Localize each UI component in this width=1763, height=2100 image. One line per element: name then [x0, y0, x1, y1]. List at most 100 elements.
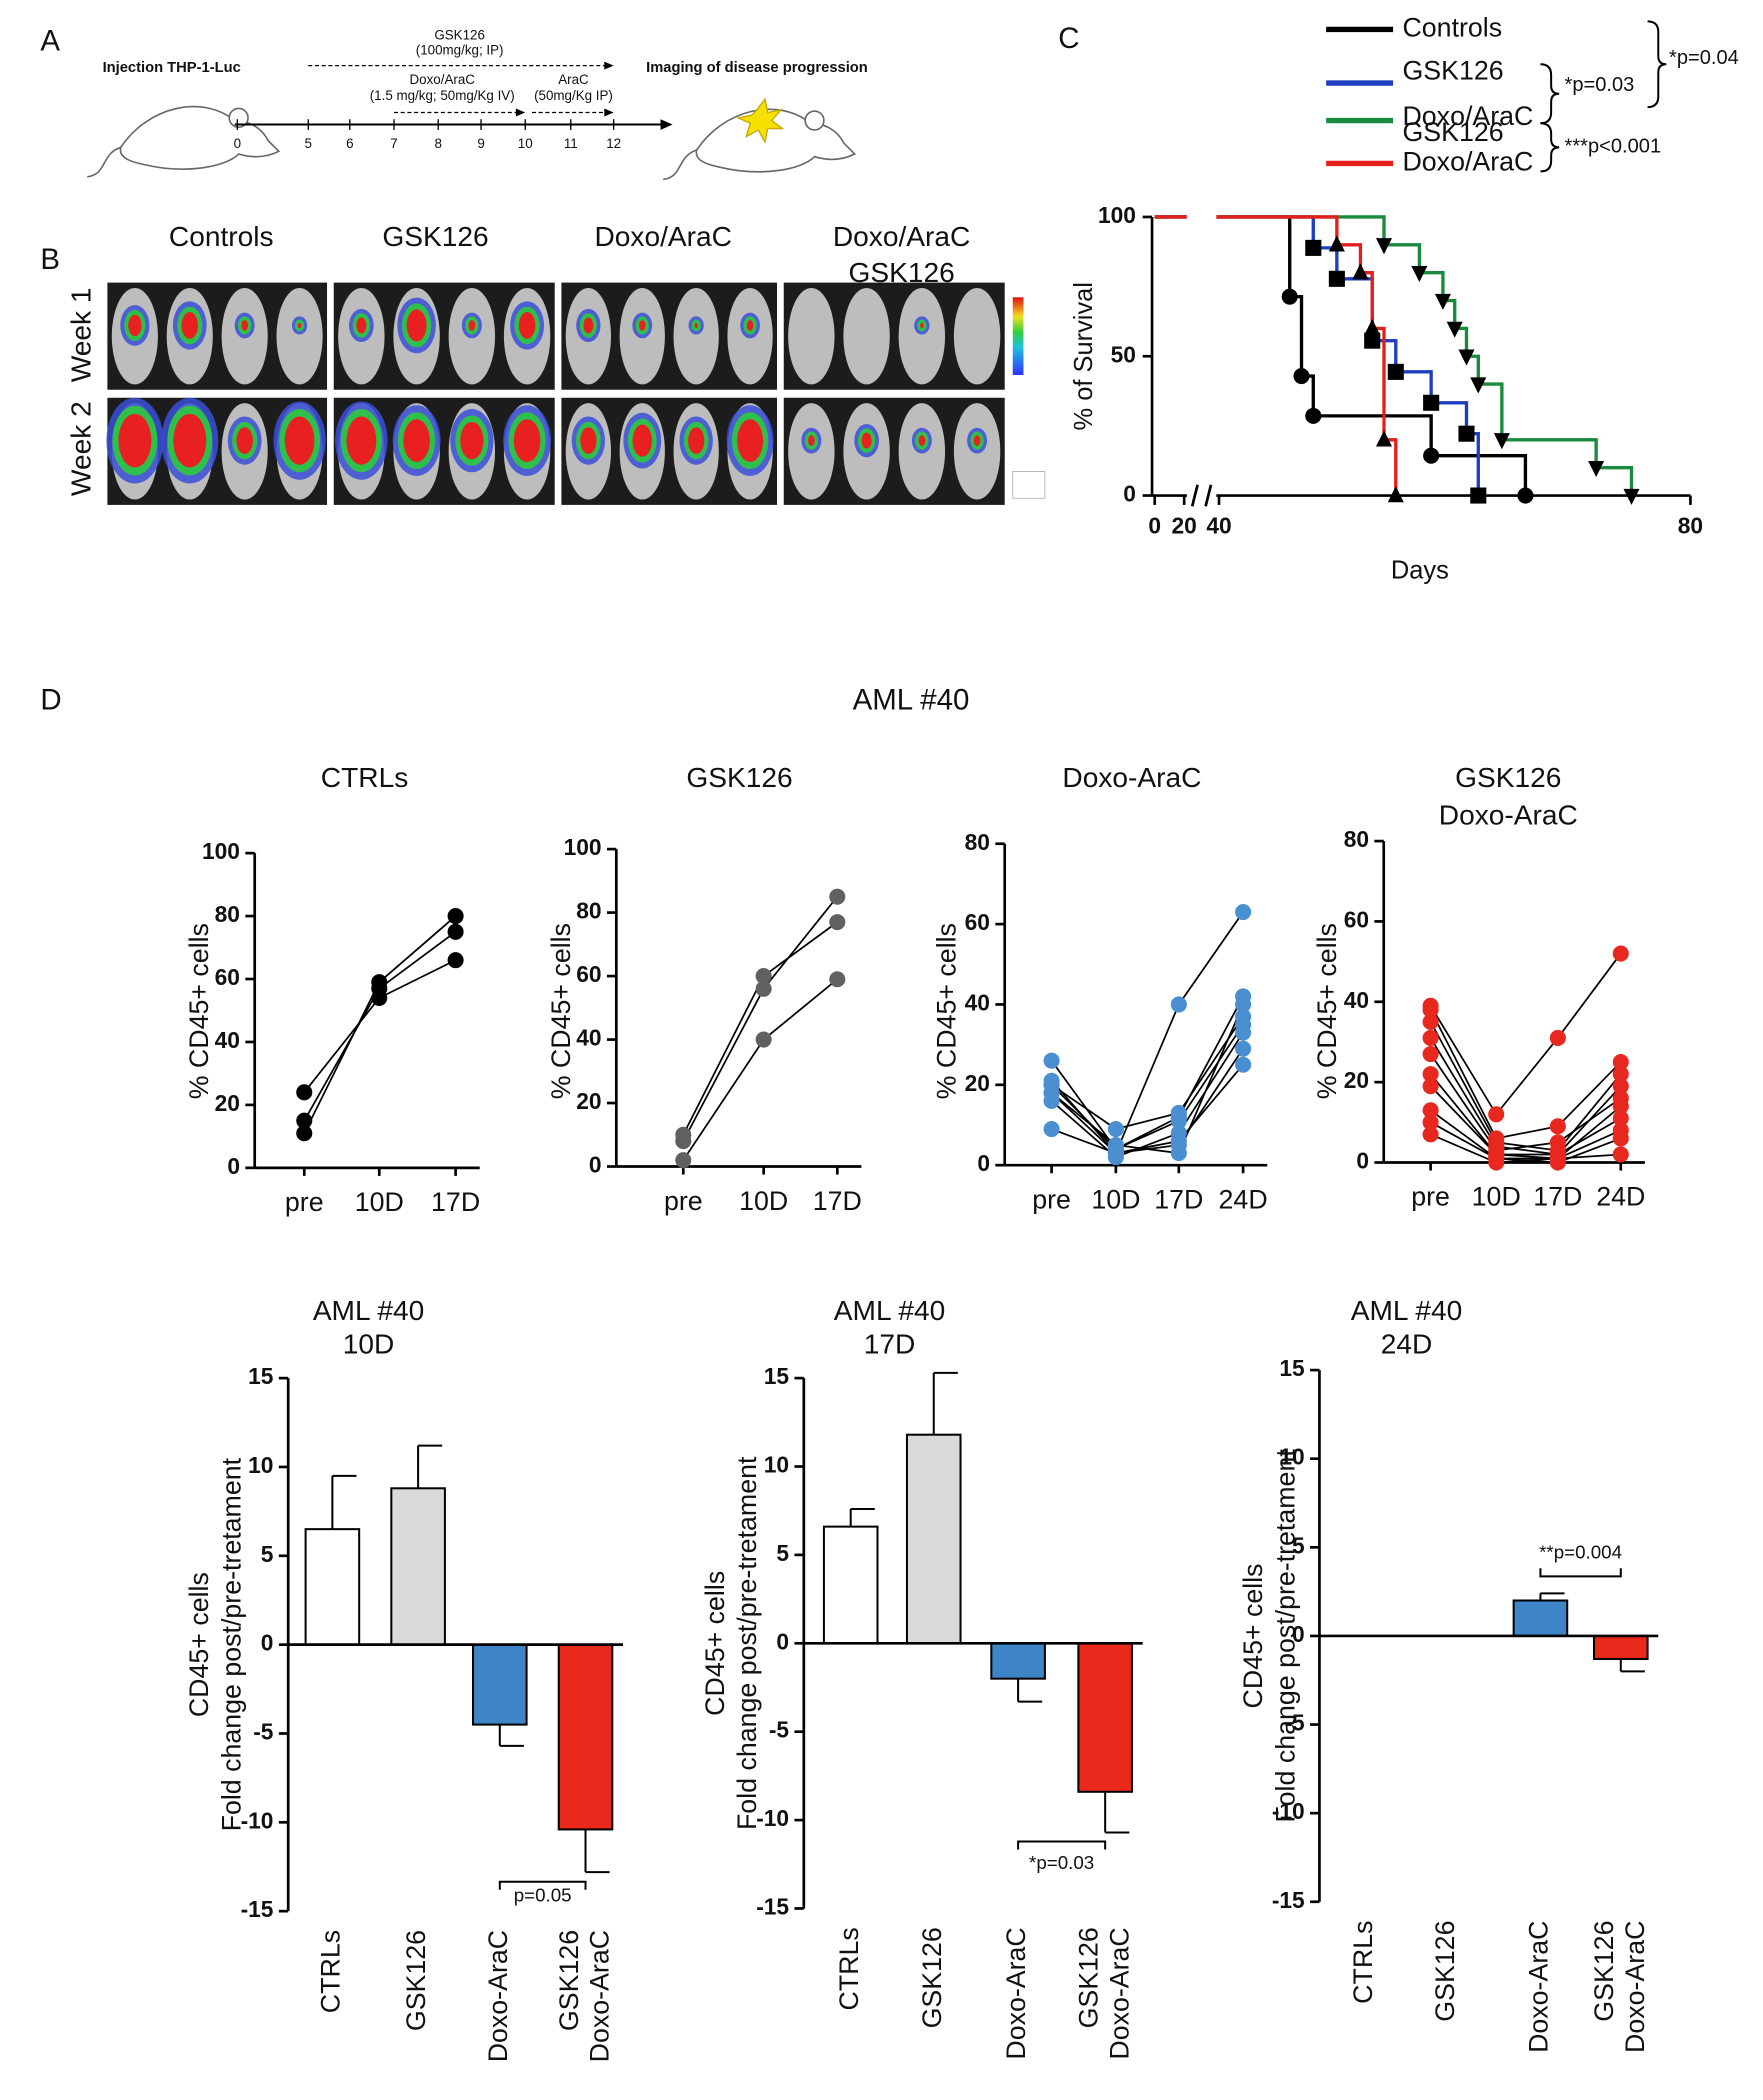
- arac-dosing-label: (50mg/Kg IP): [534, 88, 613, 103]
- mouse-image: [898, 287, 946, 385]
- y-tick-label: 60: [576, 961, 601, 987]
- mouse-image: [788, 287, 835, 385]
- signal-core: [973, 435, 981, 446]
- bar: [1077, 1642, 1133, 1793]
- y-tick-label: 0: [261, 1630, 274, 1656]
- x-tick-label: 10D: [355, 1187, 404, 1217]
- signal-core: [241, 320, 248, 331]
- subject-point: [296, 1125, 313, 1142]
- marker: [1375, 430, 1393, 447]
- subject-line: [1051, 1048, 1244, 1155]
- chart-title: AML #40: [834, 1295, 945, 1326]
- y-axis-label: % CD45+ cells: [1312, 923, 1342, 1099]
- signal-core: [128, 314, 142, 337]
- y-tick-label: 50: [1111, 341, 1136, 367]
- subject-point: [829, 914, 846, 931]
- x-tick-label: GSK126: [917, 1927, 947, 2028]
- tumor-star: [735, 97, 785, 144]
- y-tick-label: -5: [769, 1717, 790, 1743]
- marker: [1281, 288, 1298, 305]
- legend-label: GSK126: [1402, 55, 1503, 85]
- signal-core: [346, 416, 377, 465]
- mouse-ear: [228, 107, 249, 129]
- subject-point: [1235, 1056, 1252, 1073]
- subject-line: [1429, 1053, 1622, 1152]
- subject-point: [755, 1031, 772, 1048]
- y-tick-label: -5: [1284, 1710, 1305, 1736]
- subject-point: [829, 888, 846, 905]
- brace: [1540, 122, 1560, 173]
- y-tick-label: 80: [576, 898, 601, 924]
- x-tick-label: 40: [1206, 513, 1231, 539]
- survival-curve: [1154, 215, 1528, 496]
- signal-core: [583, 317, 594, 334]
- signal-core: [181, 312, 198, 339]
- y-tick-label: 15: [1279, 1355, 1305, 1381]
- y-tick-label: 40: [576, 1025, 601, 1051]
- signal-core: [356, 317, 367, 334]
- x-tick-label: pre: [664, 1186, 703, 1216]
- colorbar-legend: [1012, 471, 1046, 499]
- y-tick-label: 20: [1344, 1067, 1369, 1093]
- timeline-label: 0: [234, 136, 241, 151]
- subject-line: [682, 896, 838, 1142]
- arrowhead: [515, 108, 526, 117]
- y-tick-label: -15: [756, 1893, 789, 1919]
- y-axis-label: % CD45+ cells: [932, 923, 962, 1099]
- subject-line: [1051, 1016, 1244, 1130]
- x-tick-label: 10D: [1472, 1182, 1521, 1212]
- row-header: Week 2: [66, 401, 97, 496]
- axis-break-gap: [1186, 203, 1217, 509]
- timeline-label: 8: [434, 136, 441, 151]
- panel-label: D: [40, 684, 61, 717]
- subject-point: [1107, 1145, 1124, 1162]
- chart-title: AML #40: [1351, 1295, 1462, 1326]
- x-tick-label: Doxo-AraC: [483, 1930, 513, 2062]
- p-value: p=0.05: [514, 1884, 572, 1905]
- marker: [1364, 319, 1381, 336]
- timeline-end-label: Imaging of disease progression: [646, 60, 868, 76]
- subject-point: [1549, 1150, 1566, 1167]
- timeline-start-label: Injection THP-1-Luc: [103, 60, 241, 76]
- subject-point: [1043, 1052, 1060, 1069]
- subject-point: [1612, 1054, 1629, 1071]
- y-tick-label: 40: [965, 989, 990, 1015]
- marker: [1470, 377, 1487, 394]
- mouse-image: [843, 287, 890, 385]
- survival-curve: [1154, 215, 1634, 496]
- x-tick-label: CTRLs: [1348, 1921, 1378, 2004]
- mouse-tail: [663, 149, 697, 181]
- chart-title: Doxo-AraC: [1062, 762, 1201, 793]
- bar: [304, 1528, 361, 1646]
- subject-point: [1235, 996, 1252, 1013]
- subject-point: [1422, 1078, 1439, 1095]
- y-tick-label: 15: [248, 1363, 274, 1389]
- mouse-image: [673, 287, 719, 385]
- subject-point: [1612, 945, 1629, 962]
- subject-point: [1235, 904, 1252, 921]
- y-axis-label: Fold change post/pre-tretament: [1270, 1449, 1300, 1823]
- x-tick-label: 17D: [431, 1187, 480, 1217]
- x-tick-label: pre: [1032, 1184, 1071, 1214]
- signal-core: [297, 322, 302, 329]
- x-tick-label: 17D: [1533, 1182, 1582, 1212]
- subject-point: [1422, 1029, 1439, 1046]
- chart-title: CTRLs: [321, 762, 408, 793]
- subject-point: [1488, 1154, 1505, 1171]
- subject-point: [1170, 1112, 1187, 1130]
- timeline-label: 11: [564, 136, 578, 151]
- x-tick-label: 20: [1172, 513, 1197, 539]
- marker: [1293, 367, 1310, 385]
- timeline-label: 10: [518, 136, 533, 151]
- p-value: *p=0.03: [1029, 1852, 1094, 1873]
- subject-point: [1235, 1016, 1252, 1033]
- subject-line: [1050, 1064, 1244, 1155]
- signal-core: [403, 419, 430, 463]
- signal-core: [406, 309, 427, 342]
- mouse-drawing: [119, 105, 281, 170]
- y-tick-label: 20: [576, 1088, 601, 1114]
- y-tick-label: 0: [227, 1153, 240, 1179]
- doxo-dosing-label: (1.5 mg/kg; 50mg/Kg IV): [370, 88, 515, 103]
- y-tick-label: 10: [764, 1452, 789, 1478]
